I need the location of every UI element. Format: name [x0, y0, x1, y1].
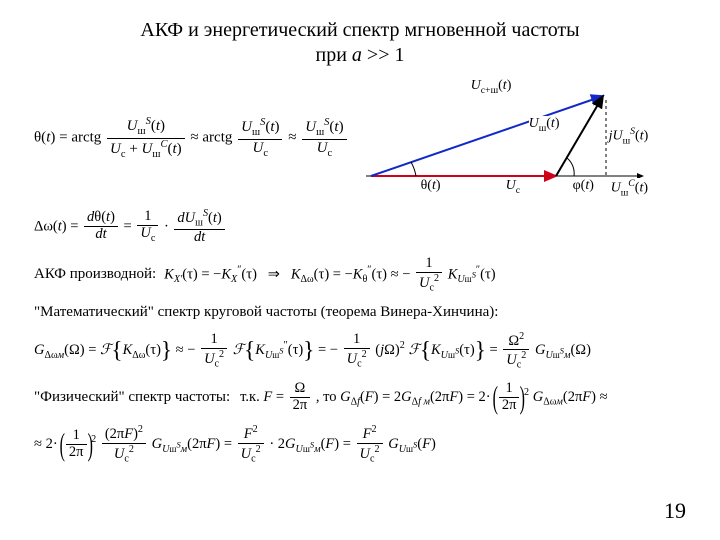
row-theta-diagram: θ(t) = arctg UшS(t)Uc + UшC(t) ≈ arctg U…: [34, 78, 686, 198]
title-line2-pre: при: [316, 44, 352, 66]
vector-diagram: Uc+ш(t) Uш(t) jUшS(t) UшC(t) φ(t) θ(t) U…: [361, 78, 651, 198]
label-UmC: UшC(t): [611, 178, 648, 198]
label-wiener: "Математический" спектр круговой частоты…: [34, 304, 686, 321]
row-phys2: ≈ 2· (12π)2 (2πF)2Uc2 GUшSм(2πF) = F2Uc2…: [34, 424, 686, 465]
label-Ucplusm: Uc+ш(t): [471, 78, 512, 96]
label-Uc: Uc: [506, 178, 520, 196]
title-line2-var: a: [352, 44, 362, 66]
title-line1: АКФ и энергетический спектр мгновенной ч…: [140, 19, 579, 41]
formula-domega: Δω(t) = dθ(t)dt = 1Uc · dUшS(t)dt: [34, 208, 686, 246]
label-phi: φ(t): [573, 178, 594, 194]
page-number: 19: [664, 498, 686, 524]
formula-akf: KX′(τ) = −KX″(τ) ⇒ KΔω(τ) = −Kθ″(τ) ≈ − …: [164, 256, 495, 294]
label-phys: "Физический" спектр частоты:: [34, 389, 230, 406]
formula-wiener: GΔωм(Ω) = ℱ{KΔω(τ)} ≈ − 1Uc2 ℱ{KUшS″(τ)}…: [34, 342, 591, 358]
label-Um: Uш(t): [529, 116, 560, 134]
row-wiener: GΔωм(Ω) = ℱ{KΔω(τ)} ≈ − 1Uc2 ℱ{KUшS″(τ)}…: [34, 331, 686, 372]
row-domega: Δω(t) = dθ(t)dt = 1Uc · dUшS(t)dt: [34, 208, 686, 246]
title-line2-post: >> 1: [362, 44, 405, 66]
row-phys: "Физический" спектр частоты: т.к. F = Ω2…: [34, 381, 686, 414]
formula-phys-since: т.к. F = Ω2π , то GΔf(F) = 2GΔf м(2πF) =…: [240, 381, 607, 414]
slide: АКФ и энергетический спектр мгновенной ч…: [0, 0, 720, 540]
slide-title: АКФ и энергетический спектр мгновенной ч…: [34, 18, 686, 68]
formula-theta: θ(t) = arctg UшS(t)Uc + UшC(t) ≈ arctg U…: [34, 116, 349, 160]
row-akf: АКФ производной: KX′(τ) = −KX″(τ) ⇒ KΔω(…: [34, 256, 686, 294]
label-jUmS: jUшS(t): [609, 126, 649, 146]
label-akf: АКФ производной:: [34, 266, 156, 283]
formula-phys2: ≈ 2· (12π)2 (2πF)2Uc2 GUшSм(2πF) = F2Uc2…: [34, 436, 436, 452]
label-theta: θ(t): [421, 178, 441, 194]
